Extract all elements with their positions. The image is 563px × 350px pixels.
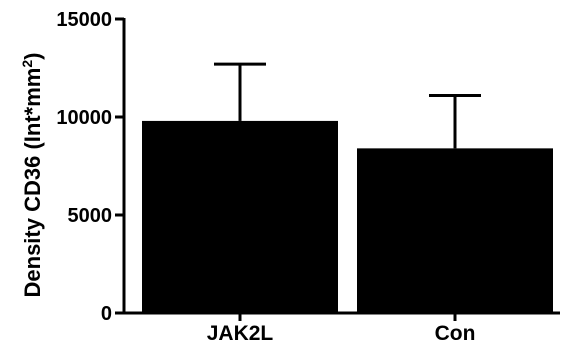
y-axis-title-close: )	[20, 53, 45, 60]
y-axis-title-main: Density CD36 (Int*mm	[20, 68, 45, 298]
y-ticks-layer: 0 5000 10000 15000	[56, 9, 124, 325]
y-axis-title: Density CD36 (Int*mm2)	[19, 53, 45, 298]
axes-layer	[122, 18, 560, 315]
bars-layer	[142, 120, 553, 313]
y-tick-label-0: 0	[101, 303, 112, 325]
y-tick-label-5000: 5000	[68, 205, 113, 227]
error-bars-layer	[214, 62, 481, 149]
bar-jak2l	[142, 120, 338, 313]
bar-con	[357, 148, 553, 313]
y-tick-label-10000: 10000	[56, 107, 112, 129]
category-labels-layer: JAK2L Con	[207, 313, 476, 345]
category-label-jak2l: JAK2L	[207, 322, 274, 345]
y-tick-label-15000: 15000	[56, 9, 112, 31]
category-label-con: Con	[435, 322, 476, 345]
y-axis-title-superscript: 2	[19, 60, 35, 68]
